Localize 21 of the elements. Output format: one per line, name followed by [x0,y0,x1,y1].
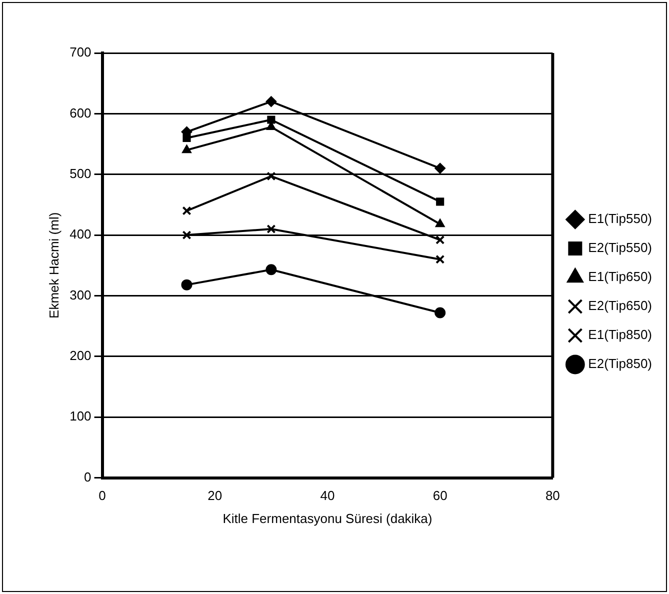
y-tick-label: 700 [70,44,92,60]
y-tick-label: 100 [70,408,92,424]
x-tick-label: 20 [208,488,222,504]
y-tick-label: 200 [70,348,92,364]
legend-label: E1(Tip550) [588,211,652,226]
legend-label: E1(Tip650) [588,269,652,284]
legend-label: E2(Tip850) [588,356,652,372]
x-tick-label: 0 [98,488,106,504]
legend-label: E2(Tip650) [588,298,652,314]
y-tick-label: 300 [70,287,92,302]
x-tick-label: 60 [432,488,448,504]
y-tick-label: 600 [70,105,92,120]
y-tick-label: 400 [70,226,92,242]
x-tick-label: 40 [320,488,335,504]
y-tick-label: 0 [84,469,92,484]
x-axis-title: Kitle Fermentasyonu Süresi (dakika) [222,510,432,526]
x-tick-label: 80 [545,488,560,504]
legend-label: E1(Tip850) [588,327,652,342]
legend-label: E2(Tip550) [588,240,652,256]
y-axis-title: Ekmek Hacmi (ml) [46,212,62,318]
y-tick-label: 500 [70,166,92,181]
